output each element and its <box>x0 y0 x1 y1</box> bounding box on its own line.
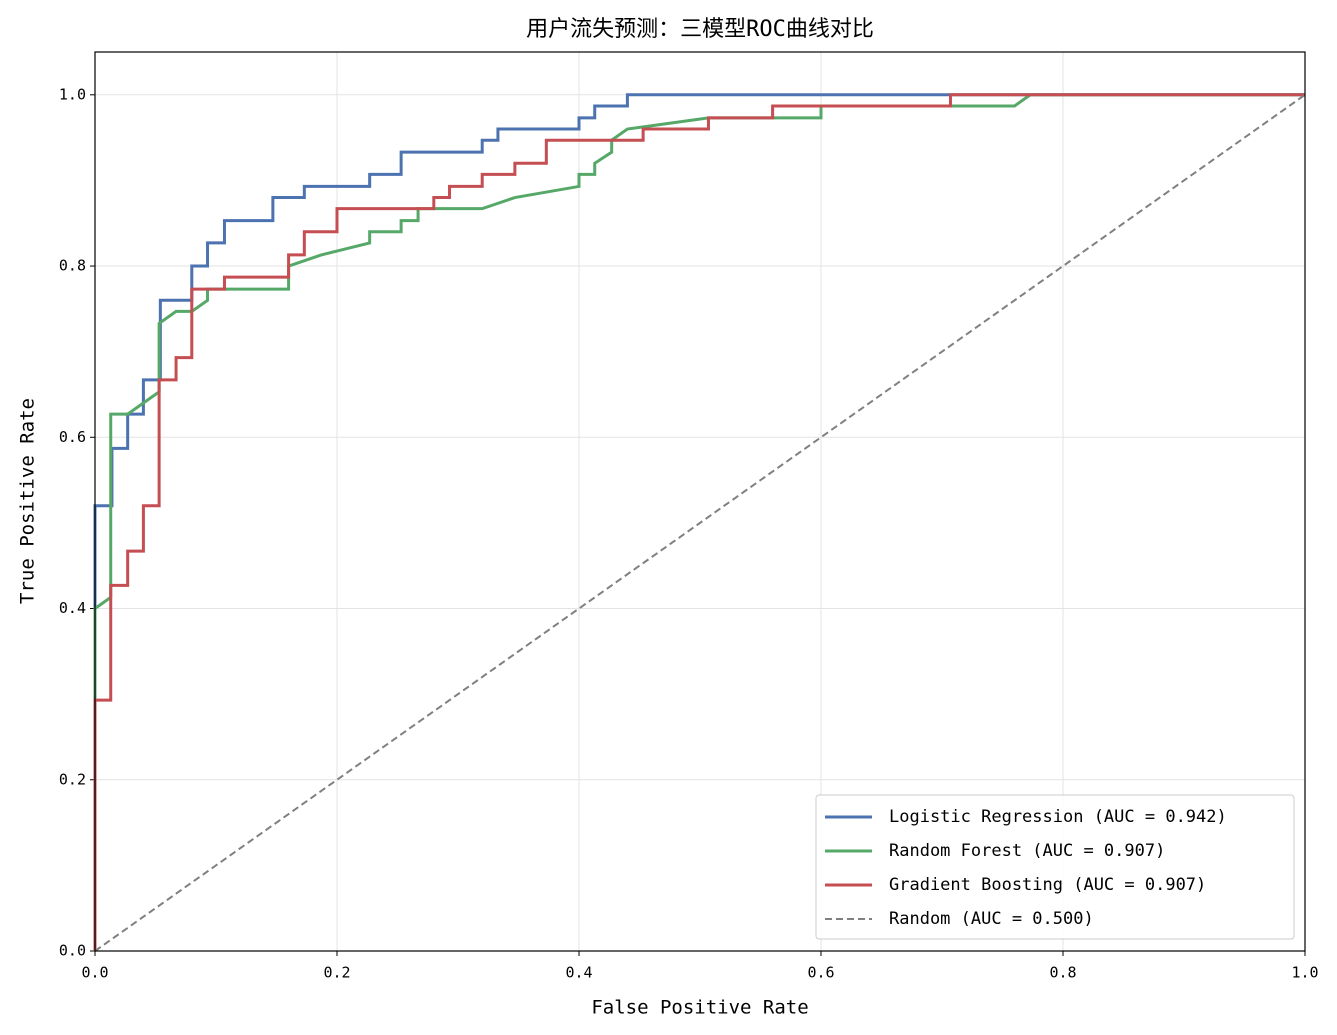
y-axis-label: True Positive Rate <box>17 398 39 604</box>
y-tick-label: 0.6 <box>59 428 86 446</box>
y-tick-label: 0.0 <box>59 942 86 960</box>
roc-line <box>93 93 1305 951</box>
legend-label: Random Forest (AUC = 0.907) <box>889 841 1165 861</box>
x-tick-label: 0.0 <box>81 964 108 982</box>
y-tick-label: 1.0 <box>59 85 86 103</box>
x-tick-label: 0.8 <box>1049 964 1076 982</box>
x-tick-label: 0.2 <box>323 964 350 982</box>
x-tick-label: 0.6 <box>807 964 834 982</box>
plot-frame <box>94 51 1306 952</box>
x-tick-label: 0.4 <box>565 964 592 982</box>
y-tick-label: 0.8 <box>59 257 86 275</box>
roc-line <box>93 93 1305 951</box>
legend-box <box>815 794 1295 940</box>
legend-label: Logistic Regression (AUC = 0.942) <box>889 807 1227 827</box>
x-axis-label: False Positive Rate <box>591 997 808 1019</box>
y-tick-label: 0.2 <box>59 770 86 788</box>
legend-label: Gradient Boosting (AUC = 0.907) <box>889 875 1206 895</box>
legend-label: Random (AUC = 0.500) <box>889 909 1094 929</box>
roc-line <box>94 93 1306 952</box>
chart-title: 用户流失预测：三模型ROC曲线对比 <box>526 17 874 42</box>
x-tick-label: 1.0 <box>1291 964 1318 982</box>
roc-line <box>93 93 1305 951</box>
y-tick-label: 0.4 <box>59 599 86 617</box>
